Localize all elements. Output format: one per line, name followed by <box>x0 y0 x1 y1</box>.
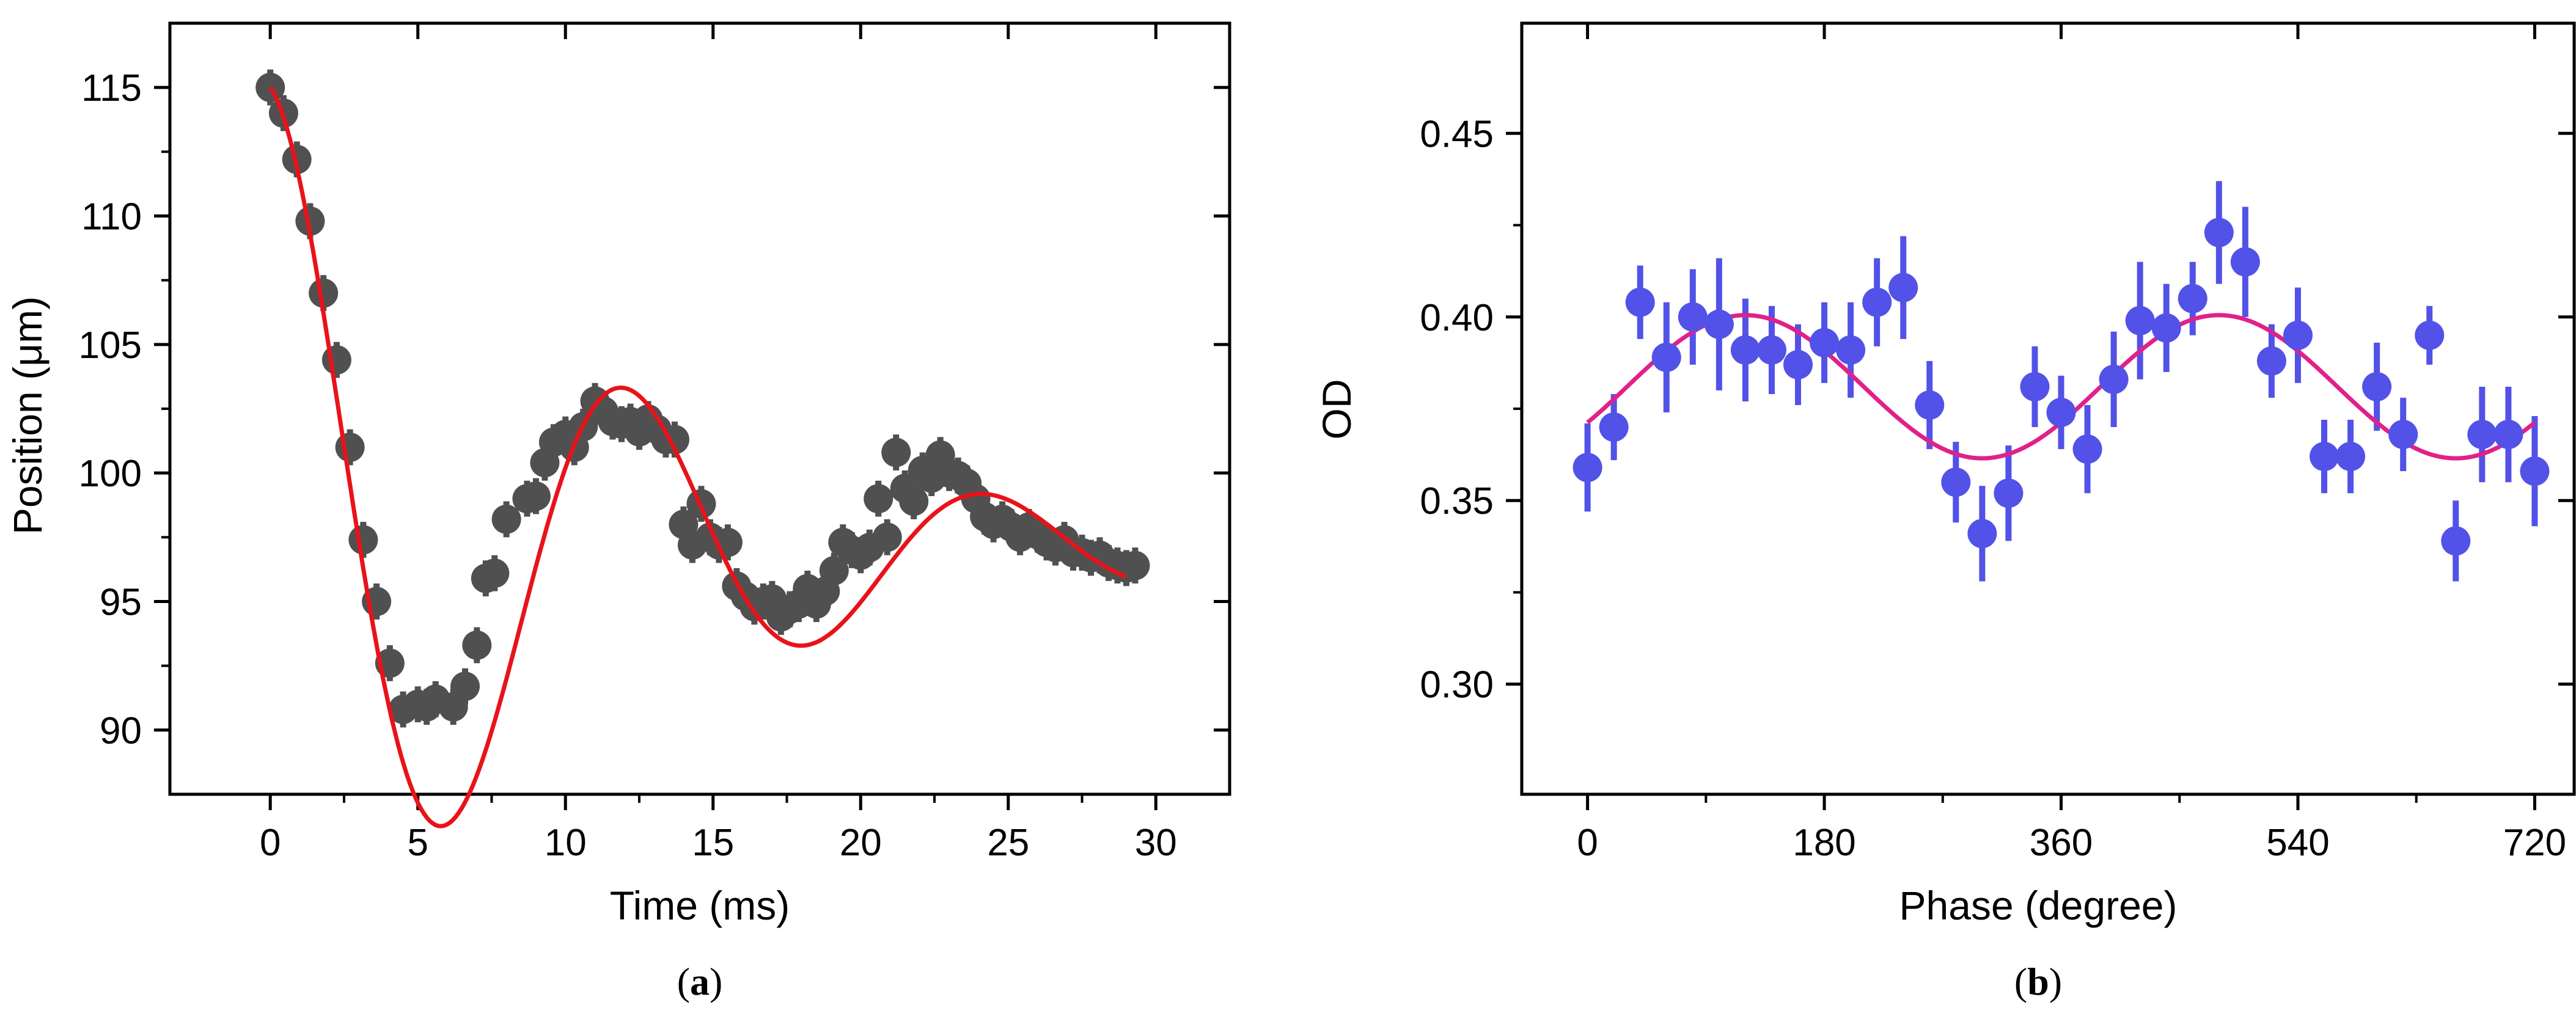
panel-b-xtick-label: 720 <box>2503 822 2566 864</box>
panel-b-xtick-label: 180 <box>1793 822 1855 864</box>
panel-a-ytick-label: 115 <box>81 67 142 109</box>
panel-b-ytick-label: 0.40 <box>1420 297 1494 339</box>
panel-b-data-point <box>2493 420 2523 450</box>
panel-b-data-point <box>1967 519 1997 549</box>
panel-b-data-point <box>2441 526 2471 556</box>
panel-b-ylabel: OD <box>1314 379 1359 440</box>
panel-a-plot-frame <box>168 21 1231 796</box>
panel-a-xtick-label: 25 <box>987 822 1029 864</box>
panel-b-data-point <box>1730 335 1760 365</box>
panel-b-caption: (b) <box>2014 960 2062 1003</box>
panel-a-data-point <box>1120 550 1150 580</box>
panel-a-data-point <box>819 556 849 586</box>
panel-a-data-point <box>521 481 551 511</box>
panel-b-data-point <box>2178 283 2207 313</box>
panel-a-data-point <box>295 206 325 236</box>
panel-b-xlabel: Phase (degree) <box>1899 883 2178 928</box>
panel-b-data-point <box>1625 287 1655 317</box>
panel-a-chart: Position (μm) Time (ms) (a) 0 5 10 15 20 25 30… <box>5 21 1231 1003</box>
panel-a-xlabel: Time (ms) <box>610 883 790 928</box>
panel-b-data-point <box>2072 434 2102 464</box>
panel-b-data-point <box>1941 467 1971 497</box>
panel-a-data-point <box>491 504 521 534</box>
panel-b-data-point <box>2204 218 2234 247</box>
panel-b-data-point <box>1651 342 1681 372</box>
panel-a-fit-curve <box>268 86 1128 828</box>
panel-a-ytick-label: 105 <box>79 324 142 367</box>
panel-b-ytick-label: 0.45 <box>1420 113 1494 155</box>
panel-a-ytick-label: 110 <box>81 196 142 238</box>
panel-a-caption: (a) <box>677 960 723 1003</box>
panel-b-data-point <box>2415 320 2445 350</box>
panel-b-data-point <box>2310 442 2339 472</box>
panel-b-ytick-label: 0.30 <box>1420 664 1494 706</box>
panel-b-data-point <box>1836 335 1866 365</box>
panel-b-data-point <box>2388 420 2418 450</box>
panel-a-data-point <box>335 433 365 463</box>
panel-a-data-point <box>881 437 911 467</box>
panel-b-data-point <box>2151 313 2181 343</box>
panel-a-data-point <box>899 486 929 516</box>
panel-b-data-point <box>2467 420 2497 450</box>
panel-a-xtick-label: 20 <box>840 822 882 864</box>
panel-b-xtick-label: 0 <box>1577 822 1598 864</box>
panel-b-data-point <box>1810 327 1840 357</box>
panel-b-ytick-label: 0.35 <box>1420 480 1494 522</box>
panel-b-data-point <box>1862 287 1892 317</box>
panel-a-data-point <box>872 522 902 552</box>
panel-a-data-point <box>864 484 894 514</box>
panel-b-data-point <box>2520 456 2550 486</box>
panel-a-xtick-label: 0 <box>260 822 281 864</box>
panel-b-data-point <box>2362 371 2392 401</box>
panel-b-data-point <box>1572 453 1602 483</box>
panel-a-ytick-label: 95 <box>100 582 142 624</box>
panel-b-data-point <box>1704 309 1734 339</box>
panel-a-ytick-label: 100 <box>79 453 142 495</box>
panel-a-ytick-label: 90 <box>100 710 142 752</box>
panel-b-data-point <box>1994 478 2024 508</box>
panel-a-data-point <box>348 525 378 555</box>
panel-a-data-point <box>255 73 285 103</box>
panel-b-data-point <box>2283 320 2313 350</box>
panel-b-data-point <box>1915 390 1945 420</box>
panel-b-data-point <box>2336 442 2366 472</box>
panel-a-xtick-label: 5 <box>407 822 428 864</box>
panel-b-xtick-label: 540 <box>2266 822 2329 864</box>
panel-b-data-point <box>1888 272 1918 302</box>
panel-a-data-point <box>480 558 510 588</box>
panel-b-data-point <box>2020 371 2050 401</box>
panel-b-data-point <box>2046 398 2076 428</box>
panel-a-data-point <box>321 345 351 375</box>
panel-b-data-point <box>2125 305 2155 335</box>
panel-a-ylabel: Position (μm) <box>5 296 50 535</box>
panel-b-data-point <box>2256 346 2286 376</box>
panel-b-chart: OD Phase (degree) (b) 0 180 360 540 720 0.30 0… <box>1314 21 2576 1003</box>
panel-b-xtick-label: 360 <box>2030 822 2093 864</box>
panel-a-xtick-label: 10 <box>545 822 587 864</box>
panel-a-xtick-label: 30 <box>1135 822 1177 864</box>
panel-a-data-point <box>462 631 492 660</box>
panel-b-data-point <box>1678 302 1708 332</box>
panel-a-xtick-label: 15 <box>692 822 734 864</box>
panel-b-data-point <box>1599 412 1629 442</box>
panel-a-data-point <box>450 671 480 701</box>
panel-a-data-point <box>309 278 339 308</box>
panel-b-data-point <box>2230 247 2260 277</box>
panel-b-data-point <box>1783 349 1813 379</box>
panel-b-data-point <box>1756 335 1786 365</box>
panel-b-data-point <box>2099 364 2129 394</box>
